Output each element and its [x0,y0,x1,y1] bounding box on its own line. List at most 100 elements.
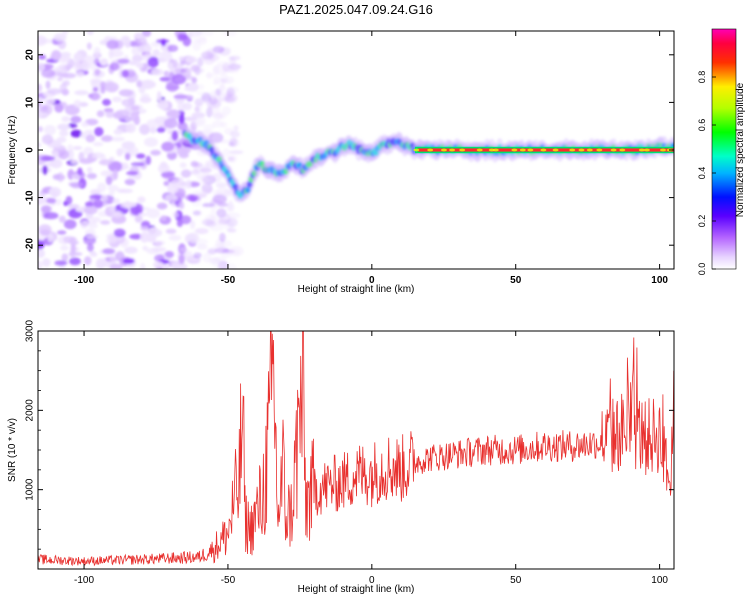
noise-blob [157,57,166,63]
noise-blob [218,218,228,225]
noise-blob [86,172,97,180]
noise-blob [125,116,132,122]
noise-blob [177,33,184,42]
snr-x-label: Height of straight line (km) [298,584,415,595]
noise-blob [115,251,125,262]
noise-blob [210,199,222,205]
noise-blob [156,127,166,133]
snr-y-tick-label: 1000 [25,478,36,501]
noise-blob [102,98,111,106]
noise-blob [149,126,157,134]
noise-blob [69,249,76,259]
noise-blob [70,115,82,124]
noise-blob [54,104,64,113]
noise-blob [121,98,135,107]
noise-blob [48,186,62,198]
noise-blob [67,123,78,129]
noise-blob [109,62,120,71]
flat-band-spot [413,148,420,152]
noise-blob [90,189,102,196]
noise-blob [112,96,122,103]
noise-blob [206,71,213,80]
noise-blob [109,49,124,58]
noise-blob [131,46,142,56]
noise-blob [220,251,232,259]
noise-blob [165,81,179,92]
noise-blob [41,68,56,78]
noise-blob [229,55,241,61]
noise-blob [147,226,159,237]
snr-x-tick-label: 50 [510,575,522,586]
noise-blob [156,90,162,102]
noise-blob [194,227,209,235]
noise-blob [179,162,187,169]
noise-blob [38,100,42,108]
noise-blob [227,154,238,164]
noise-blob [99,58,109,66]
noise-blob [86,243,94,252]
noise-blob [108,190,115,197]
noise-blob [226,203,235,212]
noise-blob [69,181,84,188]
noise-blob [38,61,46,73]
noise-blob [193,252,202,259]
noise-blob [159,76,171,82]
noise-blob [61,72,77,79]
noise-blob [228,63,242,70]
snr-y-tick-label: 2000 [25,399,36,422]
noise-blob [118,89,134,97]
noise-blob [136,80,143,88]
noise-blob [209,223,225,232]
noise-blob [160,38,167,47]
noise-blob [225,262,237,269]
noise-blob [219,232,226,243]
noise-blob [51,150,60,159]
noise-blob [73,52,82,62]
flat-band-spot [596,148,603,152]
noise-blob [152,261,164,268]
noise-blob [202,164,210,174]
noise-blob [62,80,70,87]
noise-blob [125,152,131,161]
spectrogram-frame [37,30,675,270]
noise-blob [73,60,81,72]
colorbar: 0.0 0.2 0.4 0.6 0.8 Normalized spectral ampl… [697,28,746,275]
noise-blob [182,36,192,47]
noise-blob [178,56,185,62]
noise-blob [152,49,160,57]
noise-blob [83,206,98,215]
snr-x-tick-label: -50 [221,575,236,586]
noise-blob [85,134,96,143]
noise-blob [160,215,167,221]
noise-blob [163,118,178,129]
noise-blob [150,149,161,156]
noise-blob [63,219,77,230]
noise-blob [121,69,129,78]
noise-blob [110,161,122,168]
noise-blob [57,77,63,82]
noise-blob [171,264,185,269]
noise-blob [167,44,179,52]
noise-blob [84,201,94,208]
noise-blob [38,239,45,251]
noise-blob [165,193,179,203]
colorbar-label: Normalized spectral amplitude [735,82,746,217]
noise-blob [165,228,177,234]
snr-frame [37,330,675,570]
colorbar-tick-label: 0.4 [697,167,707,180]
noise-blob [134,215,143,223]
noise-blob [173,94,188,100]
noise-blob [220,121,228,128]
noise-blob [46,197,57,204]
noise-blob [172,59,178,69]
noise-blob [179,201,185,210]
noise-blob [56,230,67,235]
noise-blob [170,178,183,188]
snr-line-layer [38,331,674,567]
noise-blob [57,39,67,50]
noise-blob [226,87,235,98]
noise-blob [112,198,120,205]
noise-blob [233,125,239,132]
noise-blob [67,203,80,209]
noise-blob [59,124,69,131]
